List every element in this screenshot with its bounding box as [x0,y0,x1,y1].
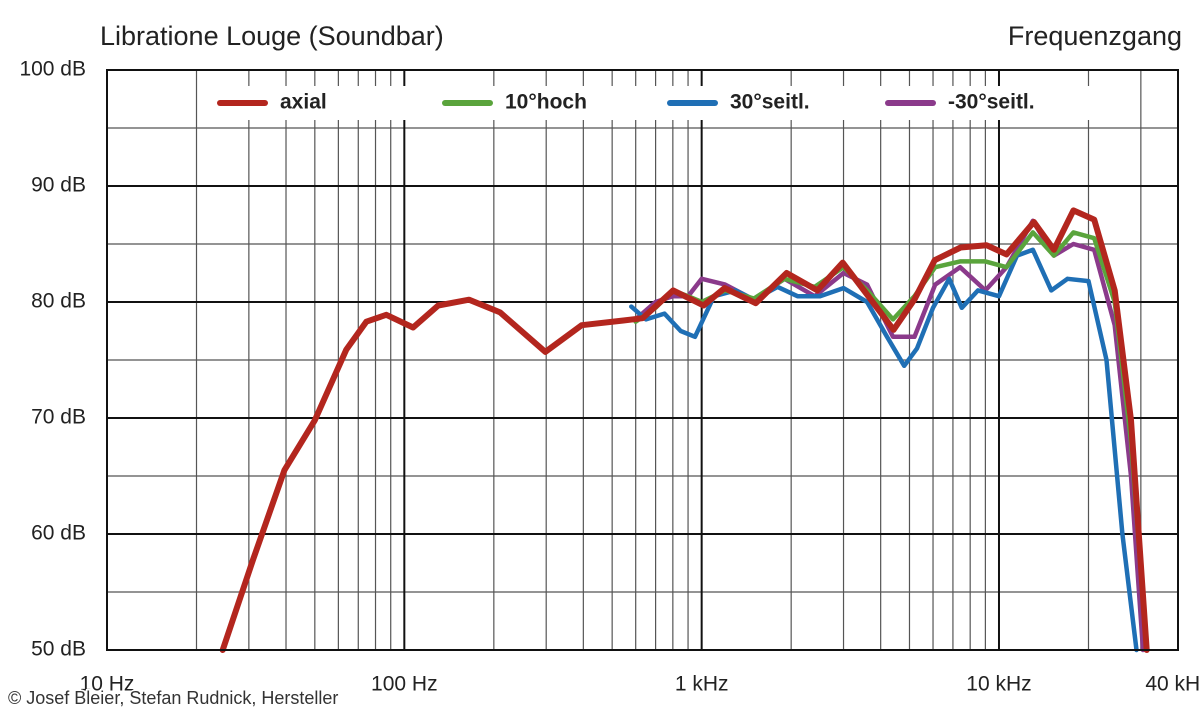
legend-label: -30°seitl. [948,91,1035,114]
plot-frame [106,69,1179,651]
x-tick-label: 10 Hz [80,673,135,696]
x-tick-label: 1 kHz [675,673,729,696]
legend: axial 10°hoch 30°seitl. -30°seitl. [200,86,1100,120]
y-tick-label: 90 dB [31,174,86,197]
y-tick-label: 60 dB [31,522,86,545]
series-line [633,218,1146,653]
series-line [629,247,1139,653]
x-tick-label: 40 kHz [1145,673,1200,696]
chart-subtitle: Frequenzgang [1008,21,1182,51]
legend-label: axial [280,91,327,114]
legend-label: 10°hoch [505,91,587,114]
axes: 10 Hz 100 Hz 1 kHz 10 kHz 40 kHz 50 dB 60 dB 70… [19,58,1200,696]
y-tick-label: 70 dB [31,406,86,429]
grid [106,69,1179,651]
y-tick-label: 50 dB [31,638,86,661]
x-tick-label: 10 kHz [966,673,1031,696]
lines [219,207,1150,653]
y-tick-label: 80 dB [31,290,86,313]
legend-box [200,86,1100,120]
x-tick-label: 100 Hz [371,673,438,696]
legend-label: 30°seitl. [730,91,810,114]
series-line [219,207,1150,653]
y-tick-label: 100 dB [19,58,86,81]
credit: © Josef Bleier, Stefan Rudnick, Herstell… [8,688,338,708]
chart-title: Libratione Louge (Soundbar) [100,21,444,51]
